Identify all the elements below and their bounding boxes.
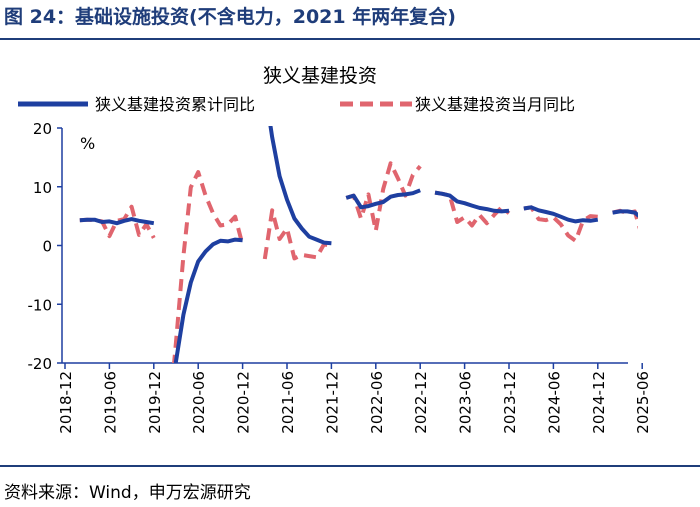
y-tick-label: 0 [42,238,52,256]
x-tick-label: 2022-06 [368,371,386,434]
x-tick-label: 2019-06 [101,371,119,434]
series-line-monthly [79,161,638,363]
source-note: 资料来源：Wind，申万宏源研究 [4,483,251,503]
x-tick-label: 2025-06 [634,371,652,434]
x-tick-label: 2019-12 [146,371,164,434]
source-rule [0,465,700,467]
line-chart: 狭义基建投资 狭义基建投资累计同比 狭义基建投资当月同比 % -20 -10 0 10… [18,65,653,434]
title-rule [0,38,700,40]
x-tick-label: 2020-12 [235,371,253,434]
x-tick-label: 2020-06 [190,371,208,434]
series-layer [79,126,638,363]
y-axis-unit-label: % [80,134,95,153]
chart-title: 狭义基建投资 [263,65,377,87]
x-tick-label: 2023-06 [457,371,475,434]
series-line-cumulative [79,126,638,363]
figure-title: 图 24：基础设施投资(不含电力，2021 年两年复合) [4,6,456,28]
axes: -20 -10 0 10 20 2018-12 2019-06 2019-12 2020-06 2… [28,120,653,434]
y-tick-label: -20 [28,355,53,373]
y-tick-label: 10 [33,179,52,197]
x-tick-label: 2024-06 [545,371,563,434]
x-tick-label: 2024-12 [590,371,608,434]
y-tick-label: -10 [28,296,53,314]
x-tick-label: 2023-12 [501,371,519,434]
y-tick-label: 20 [33,120,52,138]
x-tick-label: 2021-06 [279,371,297,434]
x-tick-label: 2021-12 [323,371,341,434]
legend-label-monthly: 狭义基建投资当月同比 [415,95,575,114]
x-tick-label: 2022-12 [412,371,430,434]
x-tick-label: 2018-12 [57,371,75,434]
legend-label-cumulative: 狭义基建投资累计同比 [95,95,255,114]
